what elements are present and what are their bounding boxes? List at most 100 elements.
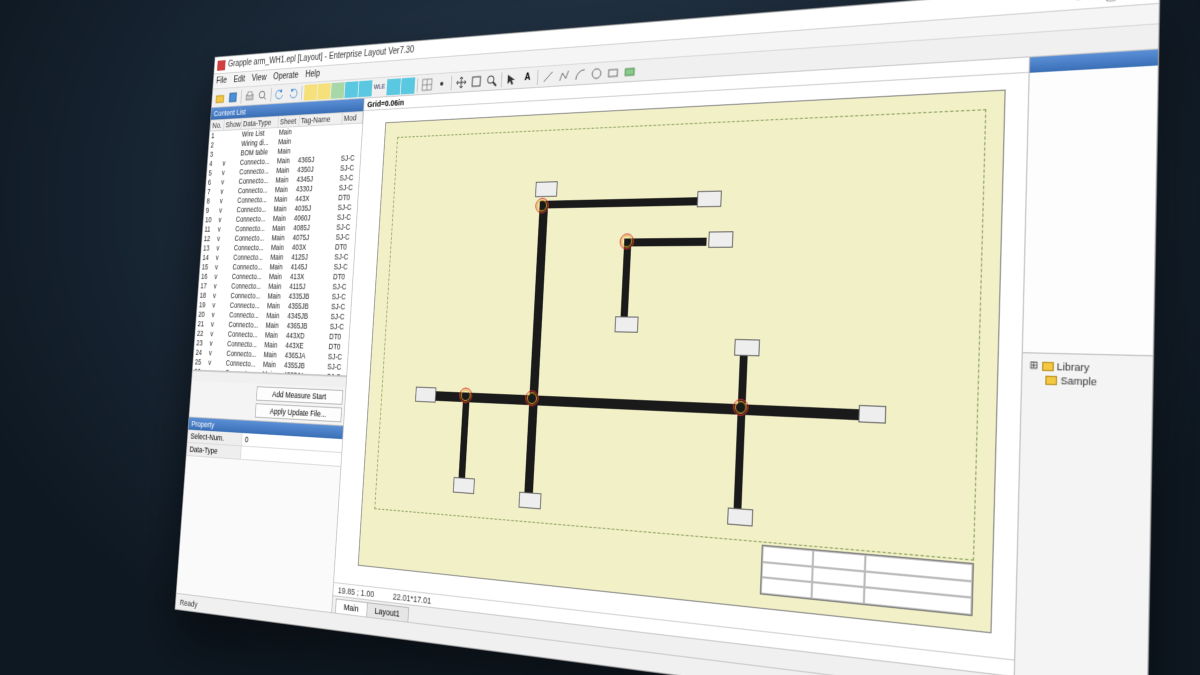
connector[interactable] — [734, 338, 760, 355]
table-row[interactable]: 4vConnecto...Main4365JSJ-C — [208, 153, 361, 169]
splice-node[interactable] — [736, 401, 746, 412]
fillrect-icon[interactable] — [621, 61, 638, 80]
snap-icon[interactable] — [434, 74, 449, 91]
menu-help[interactable]: Help — [305, 69, 320, 80]
circle-icon[interactable] — [588, 63, 604, 81]
connector[interactable] — [858, 404, 886, 423]
table-row[interactable]: 23vConnecto...Main443XEDT0 — [195, 338, 348, 352]
apply-update-button[interactable]: Apply Update File... — [255, 403, 342, 422]
table-row[interactable]: 2Wiring di...Main — [209, 133, 361, 150]
splice-node[interactable] — [622, 236, 631, 246]
preview-icon[interactable] — [256, 86, 269, 102]
table-row[interactable]: 13vConnecto...Main403XDT0 — [201, 242, 354, 253]
col-sheet[interactable]: Sheet — [278, 115, 300, 127]
table-row[interactable]: 6vConnecto...Main4345JSJ-C — [206, 172, 359, 187]
prop-value[interactable] — [241, 446, 342, 466]
add-measure-button[interactable]: Add Measure Start — [256, 386, 343, 404]
tool-d-icon[interactable] — [344, 80, 358, 97]
redo-icon[interactable] — [286, 84, 300, 100]
maximize-button[interactable]: ▢ — [1104, 0, 1118, 2]
select-icon[interactable] — [504, 69, 520, 87]
splice-node[interactable] — [538, 200, 547, 210]
text-icon[interactable]: A — [520, 68, 536, 86]
polyline-icon[interactable] — [556, 66, 572, 84]
tool-g-icon[interactable] — [386, 77, 401, 94]
table-row[interactable]: 17vConnecto...Main4115JSJ-C — [199, 281, 352, 292]
connector[interactable] — [453, 477, 475, 494]
table-row[interactable]: 1Wire ListMain — [210, 123, 362, 141]
tool-h-icon[interactable] — [401, 76, 416, 93]
table-row[interactable]: 11vConnecto...Main4085JSJ-C — [203, 222, 356, 234]
table-row[interactable]: 16vConnecto...Main413XDT0 — [199, 272, 352, 282]
library-tree[interactable]: ⊞Library Sample — [1022, 353, 1153, 395]
tool-e-icon[interactable] — [358, 79, 372, 96]
table-row[interactable]: 20vConnecto...Main4345JBSJ-C — [197, 309, 350, 321]
harness-trunk[interactable] — [621, 238, 632, 318]
col-no[interactable]: No. — [210, 119, 224, 131]
undo-icon[interactable] — [273, 85, 287, 101]
connector[interactable] — [614, 316, 638, 333]
zoom-fit-icon[interactable] — [469, 72, 484, 90]
connector[interactable] — [708, 231, 733, 248]
splice-node[interactable] — [461, 390, 470, 400]
layout-canvas[interactable] — [334, 72, 1029, 659]
line-icon[interactable] — [540, 67, 556, 85]
zoom-icon[interactable] — [484, 71, 499, 89]
table-row[interactable]: 19vConnecto...Main4355JBSJ-C — [197, 300, 350, 312]
connector[interactable] — [535, 181, 558, 197]
rect-icon[interactable] — [605, 62, 622, 80]
open-icon[interactable] — [214, 89, 227, 105]
menu-operate[interactable]: Operate — [273, 70, 299, 81]
harness-trunk[interactable] — [431, 391, 859, 420]
content-table[interactable]: No. Show Data-Type Sheet Tag-Name Mod 1W… — [193, 111, 364, 376]
table-row[interactable]: 8vConnecto...Main443XDT0 — [205, 192, 358, 206]
table-row[interactable]: 25vConnecto...Main4355JBSJ-C — [193, 357, 347, 372]
table-scrollbar[interactable] — [192, 370, 346, 387]
table-row[interactable]: 3BOM tableMain — [208, 143, 360, 159]
menu-file[interactable]: File — [216, 75, 227, 85]
harness-trunk[interactable] — [539, 197, 699, 208]
connector[interactable] — [415, 386, 436, 402]
connector[interactable] — [727, 507, 753, 526]
table-row[interactable]: 14vConnecto...Main4125JSJ-C — [201, 252, 354, 262]
table-row[interactable]: 18vConnecto...Main4335JBSJ-C — [198, 291, 351, 302]
table-row[interactable]: 10vConnecto...Main4060JSJ-C — [204, 212, 357, 225]
save-icon[interactable] — [226, 88, 239, 104]
splice-node[interactable] — [527, 393, 536, 403]
tool-c-icon[interactable] — [331, 81, 345, 98]
move-icon[interactable] — [454, 73, 469, 90]
table-row[interactable]: 12vConnecto...Main4075JSJ-C — [202, 232, 355, 244]
col-tag[interactable]: Tag-Name — [299, 112, 343, 126]
tool-f-icon[interactable]: WLE — [372, 78, 386, 95]
col-show[interactable]: Show — [224, 118, 242, 130]
menu-view[interactable]: View — [252, 73, 267, 83]
table-row[interactable]: 5vConnecto...Main4350JSJ-C — [207, 162, 360, 177]
harness-trunk[interactable] — [524, 200, 548, 494]
col-dtype[interactable]: Data-Type — [241, 116, 279, 129]
table-row[interactable]: 24vConnecto...Main4365JASJ-C — [194, 347, 348, 362]
prop-row: Data-Type — [186, 442, 341, 466]
tool-a-icon[interactable] — [304, 83, 318, 100]
grid-icon[interactable] — [420, 75, 435, 92]
table-row[interactable]: 21vConnecto...Main4365JBSJ-C — [196, 319, 349, 332]
tab-layout1[interactable]: Layout1 — [366, 602, 409, 622]
tool-b-icon[interactable] — [317, 82, 331, 99]
harness-trunk[interactable] — [624, 237, 707, 246]
harness-trunk[interactable] — [734, 351, 748, 510]
col-mod[interactable]: Mod — [342, 111, 363, 124]
tab-main[interactable]: Main — [335, 598, 367, 616]
table-row[interactable]: 26vConnecto...Main4335JASJ-C — [193, 367, 347, 376]
prop-value[interactable]: 0 — [242, 433, 343, 452]
connector[interactable] — [518, 491, 541, 509]
tree-item-sample[interactable]: Sample — [1029, 372, 1145, 390]
minimize-button[interactable]: — — [1076, 0, 1090, 5]
connector[interactable] — [697, 190, 722, 207]
table-row[interactable]: 15vConnecto...Main4145JSJ-C — [200, 262, 353, 272]
harness-trunk[interactable] — [458, 392, 469, 479]
print-icon[interactable] — [243, 87, 256, 103]
table-row[interactable]: 22vConnecto...Main443XDDT0 — [195, 328, 348, 341]
table-row[interactable]: 7vConnecto...Main4330JSJ-C — [206, 182, 359, 196]
menu-edit[interactable]: Edit — [233, 74, 245, 84]
table-row[interactable]: 9vConnecto...Main4035JSJ-C — [204, 202, 357, 215]
arc-icon[interactable] — [572, 65, 588, 83]
